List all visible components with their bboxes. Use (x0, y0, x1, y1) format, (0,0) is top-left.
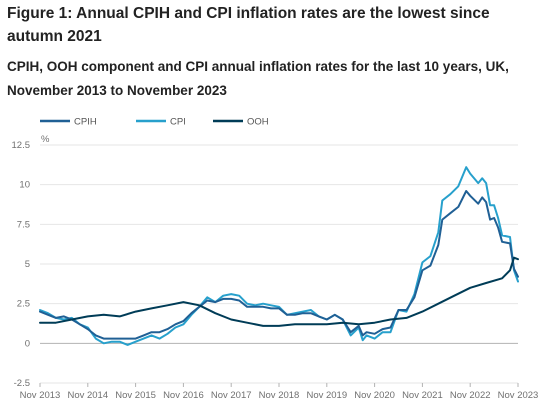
x-tick-label: Nov 2017 (211, 390, 252, 401)
y-tick-label: 2.5 (17, 299, 30, 310)
y-tick-label: 0 (25, 338, 30, 349)
x-tick-label: Nov 2015 (115, 390, 156, 401)
y-axis-ticks: -2.5 0 2.5 5 7.5 10 12.5 (12, 140, 31, 389)
y-tick-label: 5 (25, 259, 30, 270)
y-tick-label: 7.5 (17, 219, 30, 230)
legend-label-cpih: CPIH (74, 117, 97, 128)
x-tick-label: Nov 2022 (450, 390, 491, 401)
legend-label-cpi: CPI (170, 117, 186, 128)
x-tick-label: Nov 2014 (67, 390, 108, 401)
series-lines (39, 166, 519, 346)
y-tick-label: 12.5 (12, 140, 31, 151)
x-tick-label: Nov 2020 (354, 390, 395, 401)
x-tick-label: Nov 2021 (402, 390, 443, 401)
x-tick-label: Nov 2013 (20, 390, 61, 401)
chart-subtitle: CPIH, OOH component and CPI annual infla… (7, 59, 509, 98)
series-line-cpih (39, 190, 519, 340)
y-tick-label: -2.5 (14, 378, 30, 389)
gridlines (40, 144, 518, 384)
y-tick-label: 10 (19, 180, 30, 191)
series-line-ooh (39, 256, 519, 327)
series-line-cpi (39, 166, 519, 346)
legend-label-ooh: OOH (247, 117, 269, 128)
x-tick-label: Nov 2016 (163, 390, 204, 401)
y-axis-unit-label: % (41, 134, 50, 145)
x-axis-ticks: Nov 2013 Nov 2014 Nov 2015 Nov 2016 Nov 2017… (20, 383, 539, 401)
x-tick-label: Nov 2018 (259, 390, 300, 401)
chart-title: Figure 1: Annual CPIH and CPI inflation … (7, 5, 490, 45)
x-tick-label: Nov 2023 (498, 390, 539, 401)
chart-legend: CPIH CPI OOH (40, 117, 269, 128)
x-tick-label: Nov 2019 (306, 390, 347, 401)
